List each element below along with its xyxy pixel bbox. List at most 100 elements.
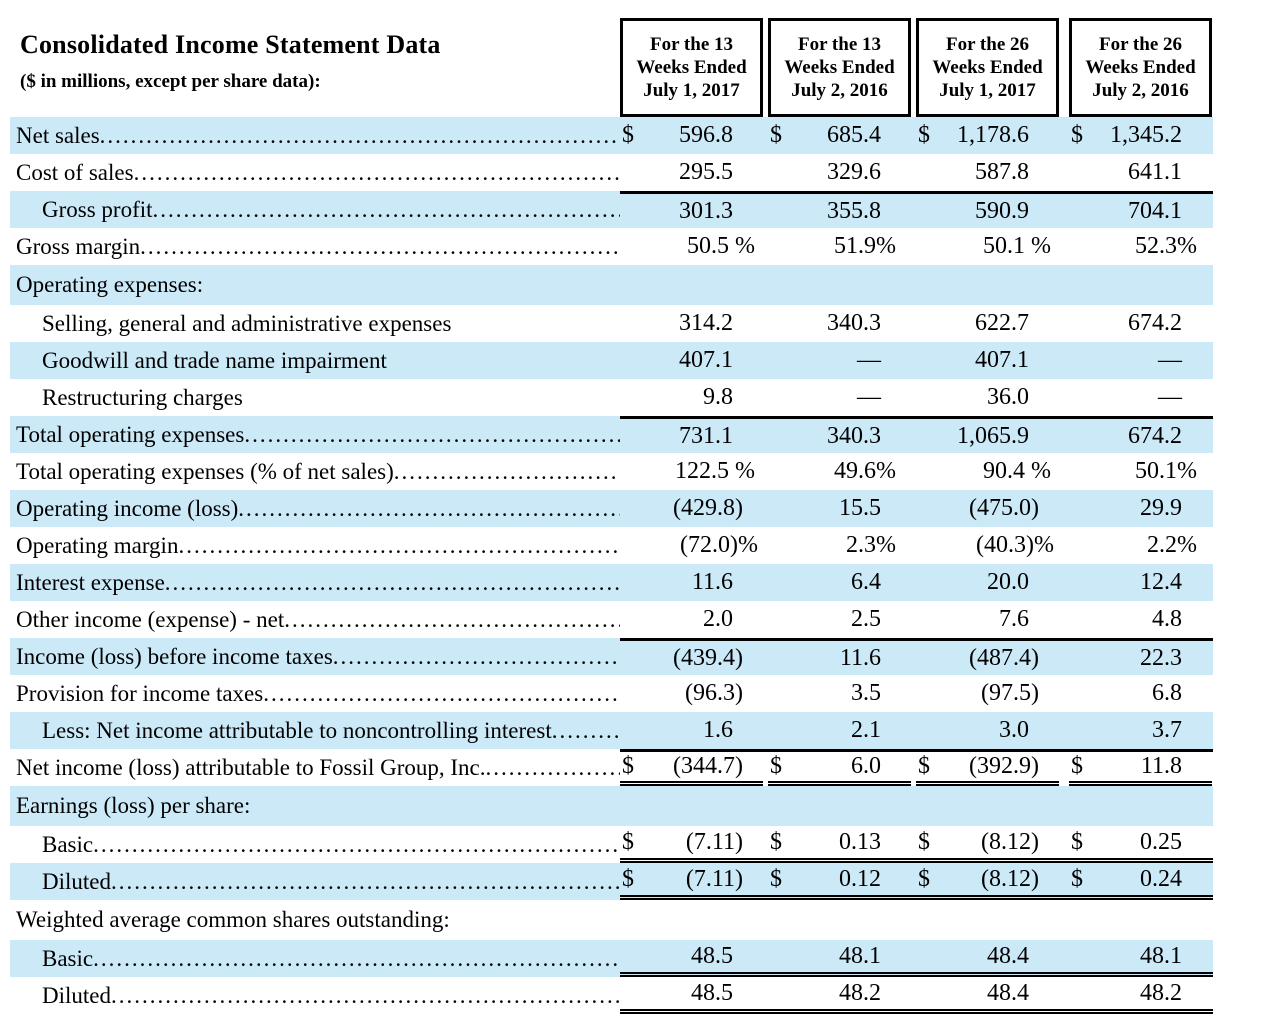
currency-symbol: $ [918,828,930,855]
column-headers: For the 13 Weeks Ended July 1, 2017 For the… [620,18,1212,117]
row-label-cell: Income (loss) before income taxes [10,644,620,670]
numeric-block: 9.8 — 36.0 — [620,379,1213,416]
period-column: 29.9 [1069,490,1212,527]
period-column: (429.8) [620,490,763,527]
value-cell: 2.5 [851,606,881,632]
row-label: Cost of sales [16,159,134,185]
row-label: Goodwill and trade name impairment [42,347,387,373]
period-column: 6.4 [768,564,911,601]
row-label-cell: Interest expense [10,570,620,596]
value-cell: 90.4 % [983,458,1051,484]
row-label-cell: Basic [10,832,620,858]
dot-leader [111,869,620,895]
currency-symbol: $ [1071,753,1083,779]
period-column: 340.3 [768,419,911,453]
period-column: 407.1 [620,342,763,379]
period-column [1069,265,1212,305]
value-cell: 48.5 [691,979,733,1006]
value-cell: 2.2% [1147,532,1197,558]
title-block: Consolidated Income Statement Data ($ in… [20,30,441,93]
value-cell: 48.1 [839,942,881,969]
numeric-block: 2.0 2.5 7.6 4.8 [620,601,1213,638]
value-cell: (40.3)% [976,532,1054,558]
value-cell: (8.12) [981,828,1039,855]
value-cell: 596.8 [679,122,733,148]
period-column: 50.5 % [620,228,763,265]
table-row: Basic 48.5 48.1 48.4 48.1 [10,940,1213,977]
period-column: 641.1 [1069,154,1212,191]
period-column: 48.5 [620,940,763,972]
row-label-cell: Gross profit [10,197,620,223]
table-row: Net income (loss) attributable to Fossil… [10,749,1213,786]
value-cell: 50.1% [1135,458,1197,484]
value-cell: 48.4 [987,942,1029,969]
row-label: Interest expense [16,569,165,595]
value-cell: (96.3) [685,680,743,706]
column-header-box: For the 13 Weeks Ended July 2, 2016 [768,18,911,117]
row-label: Operating margin [16,532,179,558]
period-column: 122.5 % [620,453,763,490]
period-column: 7.6 [916,601,1059,638]
dot-leader [93,946,620,972]
numeric-block: 731.1 340.3 1,065.9 674.2 [620,416,1213,453]
value-cell: (439.4) [673,644,743,671]
value-cell: 48.2 [1140,979,1182,1006]
table-row: Gross profit 301.3 355.8 590.9 704.1 [10,191,1213,228]
currency-symbol: $ [770,865,782,892]
table-row: Weighted average common shares outstandi… [10,900,1213,940]
period-column: 50.1 % [916,228,1059,265]
period-column [916,265,1059,305]
numeric-block: (72.0)% 2.3% (40.3)% 2.2% [620,527,1213,564]
value-cell: (8.12) [981,865,1039,892]
value-cell: 2.1 [851,717,881,743]
numeric-block: 295.5 329.6 587.8 641.1 [620,154,1213,191]
dot-leader [552,718,620,744]
period-column: $6.0 [768,752,911,786]
period-column: (475.0) [916,490,1059,527]
currency-symbol: $ [622,122,634,148]
period-column: $0.12 [768,863,911,895]
period-column: 6.8 [1069,675,1212,712]
currency-symbol: $ [770,122,782,148]
row-label: Restructuring charges [42,384,243,410]
column-header-line: For the 13 [797,33,882,55]
value-cell: 301.3 [679,197,733,224]
period-column: (96.3) [620,675,763,712]
value-cell: 685.4 [827,122,881,148]
period-column: (72.0)% [620,527,763,564]
currency-symbol: $ [622,865,634,892]
currency-symbol: $ [918,865,930,892]
row-label: Basic [42,831,94,857]
value-cell: (97.5) [981,680,1039,706]
dot-leader [93,832,620,858]
period-column: — [1069,379,1212,416]
dot-leader [134,160,620,186]
period-column: $1,345.2 [1069,117,1212,154]
period-column: — [1069,342,1212,379]
period-column [916,786,1059,826]
period-column: 590.9 [916,194,1059,228]
period-column: 314.2 [620,305,763,342]
value-cell: 2.0 [703,606,733,632]
value-cell: — [857,384,881,410]
table-row: Restructuring charges 9.8 — 36.0 — [10,379,1213,416]
currency-symbol: $ [622,828,634,855]
column-header-box: For the 26 Weeks Ended July 1, 2017 [916,18,1059,117]
period-column: 11.6 [620,564,763,601]
value-cell: 29.9 [1140,495,1182,521]
value-cell: 11.6 [691,569,733,595]
period-column: 36.0 [916,379,1059,416]
value-cell: 1,178.6 [957,122,1029,148]
period-column [1069,786,1212,826]
value-cell: 11.6 [839,644,881,671]
column-header-line: Weeks Ended [636,56,747,78]
row-label-cell: Weighted average common shares outstandi… [10,907,620,933]
period-column: 2.2% [1069,527,1212,564]
period-column: 3.0 [916,712,1059,749]
period-column: 48.1 [1069,940,1212,972]
period-column: 329.6 [768,154,911,191]
period-column: $11.8 [1069,752,1212,786]
column-header-line: For the 13 [649,33,734,55]
currency-symbol: $ [1071,828,1083,855]
